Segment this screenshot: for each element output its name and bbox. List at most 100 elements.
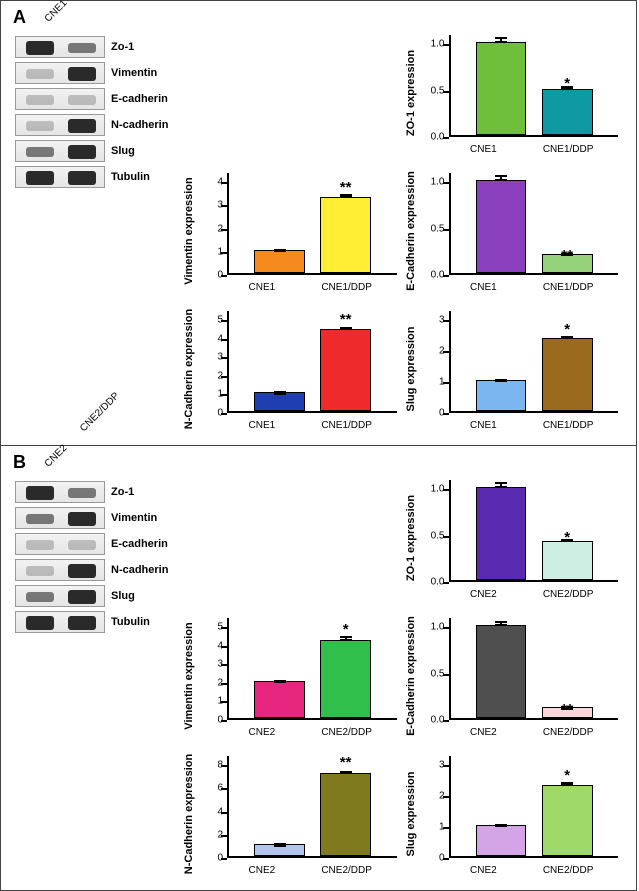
- significance-marker: *: [543, 534, 592, 542]
- y-tick-label: 2: [425, 791, 445, 802]
- bar: **: [542, 707, 593, 718]
- y-tick-label: 1: [425, 377, 445, 388]
- y-tick-label: 0.0: [425, 270, 445, 281]
- protein-name: Zo-1: [111, 486, 134, 498]
- blot-row: Tubulin: [15, 611, 175, 633]
- bar: *: [542, 89, 593, 135]
- x-tick-label: CNE2: [227, 727, 297, 738]
- lane-label: CNE1: [43, 0, 83, 24]
- y-axis-label: E-Cadherin expression: [405, 171, 417, 291]
- x-tick-label: CNE2/DDP: [518, 589, 618, 600]
- protein-name: N-cadherin: [111, 564, 168, 576]
- plot-area: 0.00.51.0**: [449, 618, 619, 720]
- y-tick-label: 4: [203, 333, 223, 344]
- y-axis-label: N-Cadherin expression: [183, 309, 195, 429]
- x-tick-label: CNE2: [227, 865, 297, 876]
- x-tick-label: CNE2: [449, 727, 519, 738]
- y-tick-label: 0.5: [425, 223, 445, 234]
- y-tick-label: 0: [203, 715, 223, 726]
- y-tick-label: 8: [203, 760, 223, 771]
- y-tick-label: 0.0: [425, 715, 445, 726]
- y-tick-label: 1.0: [425, 39, 445, 50]
- y-tick-label: 3: [425, 315, 445, 326]
- plot-area: 0.00.51.0*: [449, 480, 619, 582]
- bar: *: [542, 338, 593, 411]
- membrane: [15, 88, 105, 110]
- plot-area: 01234**: [227, 173, 397, 275]
- y-tick-label: 4: [203, 806, 223, 817]
- significance-marker: *: [543, 80, 592, 88]
- membrane: [15, 62, 105, 84]
- x-tick-label: CNE1: [449, 420, 519, 431]
- x-tick-label: CNE1: [449, 282, 519, 293]
- y-tick-label: 1: [425, 822, 445, 833]
- significance-marker: *: [543, 326, 592, 334]
- plot-area: 0123*: [449, 756, 619, 858]
- bar: **: [320, 329, 371, 411]
- protein-name: Vimentin: [111, 67, 157, 79]
- y-tick-label: 0: [203, 408, 223, 419]
- bar-chart: E-Cadherin expression0.00.51.0**CNE2CNE2…: [415, 612, 623, 740]
- y-tick-label: 1.0: [425, 622, 445, 633]
- significance-marker: **: [321, 184, 370, 192]
- y-tick-label: 0: [203, 270, 223, 281]
- blot-row: E-cadherin: [15, 88, 175, 110]
- significance-marker: *: [543, 772, 592, 780]
- bar-chart: ZO-1 expression0.00.51.0*CNE1CNE1/DDP: [415, 29, 623, 157]
- blot-row: E-cadherin: [15, 533, 175, 555]
- bar: [476, 487, 527, 580]
- membrane: [15, 585, 105, 607]
- panel-B: BCNE2CNE2/DDPZo-1VimentinE-cadherinN-cad…: [1, 445, 636, 890]
- membrane: [15, 507, 105, 529]
- blot-row: Tubulin: [15, 166, 175, 188]
- bar-chart: Slug expression0123*CNE2CNE2/DDP: [415, 750, 623, 878]
- blot-row: Zo-1: [15, 481, 175, 503]
- chart-grid: ZO-1 expression0.00.51.0*CNE2CNE2/DDPVim…: [193, 474, 622, 878]
- y-tick-label: 5: [203, 315, 223, 326]
- y-tick-label: 5: [203, 622, 223, 633]
- bar-chart: Vimentin expression012345*CNE2CNE2/DDP: [193, 612, 401, 740]
- y-axis-label: Vimentin expression: [183, 622, 195, 729]
- plot-area: 0.00.51.0*: [449, 35, 619, 137]
- blot-row: N-cadherin: [15, 559, 175, 581]
- panel-label: A: [13, 7, 26, 28]
- membrane: [15, 140, 105, 162]
- protein-name: Slug: [111, 145, 135, 157]
- blot-row: Zo-1: [15, 36, 175, 58]
- y-tick-label: 1: [203, 696, 223, 707]
- bar: [254, 392, 305, 411]
- x-tick-label: CNE1/DDP: [297, 282, 397, 293]
- y-tick-label: 1.0: [425, 177, 445, 188]
- bar: [476, 180, 527, 273]
- protein-name: Tubulin: [111, 171, 150, 183]
- y-tick-label: 0.5: [425, 530, 445, 541]
- y-tick-label: 6: [203, 783, 223, 794]
- y-tick-label: 4: [203, 177, 223, 188]
- bar: [476, 42, 527, 135]
- significance-marker: **: [321, 759, 370, 767]
- bar-chart: Slug expression0123*CNE1CNE1/DDP: [415, 305, 623, 433]
- membrane: [15, 166, 105, 188]
- x-tick-label: CNE2/DDP: [518, 727, 618, 738]
- blot-row: Vimentin: [15, 62, 175, 84]
- y-tick-label: 3: [425, 760, 445, 771]
- western-blot: CNE2CNE2/DDPZo-1VimentinE-cadherinN-cadh…: [15, 474, 175, 637]
- x-tick-label: CNE1/DDP: [518, 144, 618, 155]
- x-tick-label: CNE2/DDP: [518, 865, 618, 876]
- blot-row: Vimentin: [15, 507, 175, 529]
- blot-row: Slug: [15, 140, 175, 162]
- plot-area: 0123*: [449, 311, 619, 413]
- membrane: [15, 559, 105, 581]
- significance-marker: *: [321, 626, 370, 634]
- membrane: [15, 533, 105, 555]
- bar: *: [542, 785, 593, 856]
- x-tick-label: CNE1/DDP: [518, 282, 618, 293]
- bar: **: [320, 197, 371, 274]
- y-tick-label: 2: [203, 677, 223, 688]
- y-axis-label: E-Cadherin expression: [405, 616, 417, 736]
- y-tick-label: 1.0: [425, 484, 445, 495]
- protein-name: E-cadherin: [111, 93, 168, 105]
- blot-row: Slug: [15, 585, 175, 607]
- bar: [476, 625, 527, 718]
- significance-marker: **: [543, 706, 592, 714]
